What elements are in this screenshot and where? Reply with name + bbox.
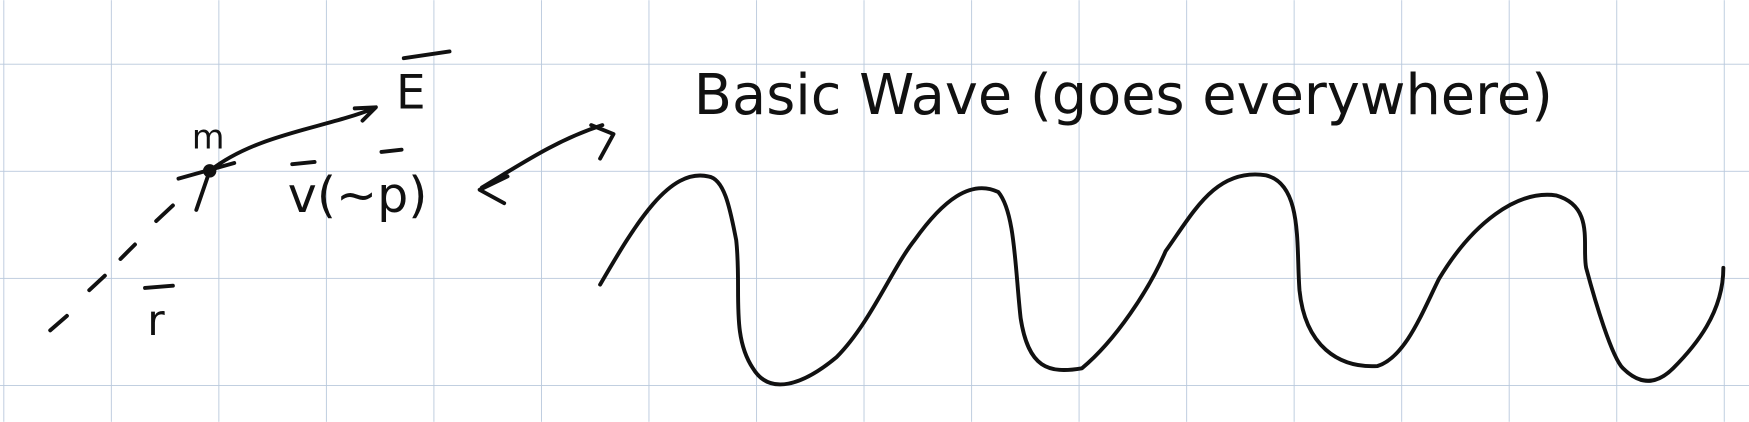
vector-arrows xyxy=(143,49,452,290)
double-arrow xyxy=(477,123,616,206)
wave-title: Basic Wave (goes everywhere) xyxy=(694,63,1553,128)
mass-label: m xyxy=(192,118,225,157)
energy-label: E xyxy=(396,66,426,120)
wave xyxy=(598,172,1726,387)
position-label: r xyxy=(147,296,165,345)
particle-tick xyxy=(176,161,237,212)
momentum-arrow xyxy=(207,105,378,173)
dashed-path xyxy=(48,203,175,333)
velocity-label: v(~p) xyxy=(288,166,428,224)
